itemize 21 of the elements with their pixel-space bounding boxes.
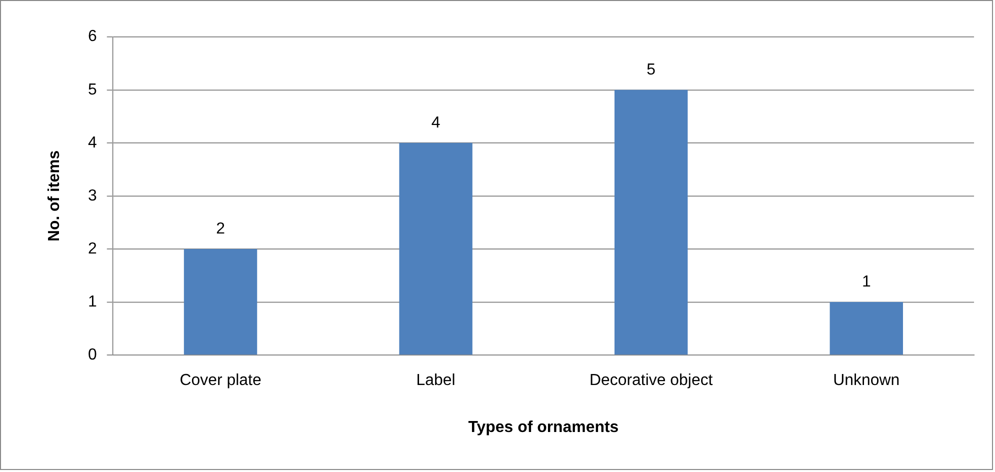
y-tick-label: 1: [88, 293, 98, 310]
x-tick-label: Cover plate: [180, 372, 262, 389]
data-label: 4: [431, 114, 440, 132]
x-tick-label: Label: [416, 372, 456, 389]
y-tick-label: 0: [88, 346, 98, 364]
y-tick-label: 6: [88, 28, 98, 46]
y-tick-label: 4: [88, 134, 98, 152]
x-tick-label: Unknown: [833, 372, 900, 389]
bar: [830, 302, 903, 355]
data-label: 5: [646, 61, 656, 78]
x-axis-title: Types of ornaments: [468, 418, 619, 436]
y-axis-title: No. of items: [46, 150, 63, 242]
bar: [184, 249, 258, 355]
x-tick-label: Decorative object: [589, 372, 714, 389]
data-label: 2: [216, 220, 226, 238]
y-tick-label: 2: [88, 240, 98, 258]
data-label: 1: [862, 274, 871, 291]
y-tick-label: 5: [88, 81, 98, 98]
bar: [614, 90, 688, 355]
y-tick-label: 3: [88, 187, 98, 204]
bar: [399, 142, 472, 355]
